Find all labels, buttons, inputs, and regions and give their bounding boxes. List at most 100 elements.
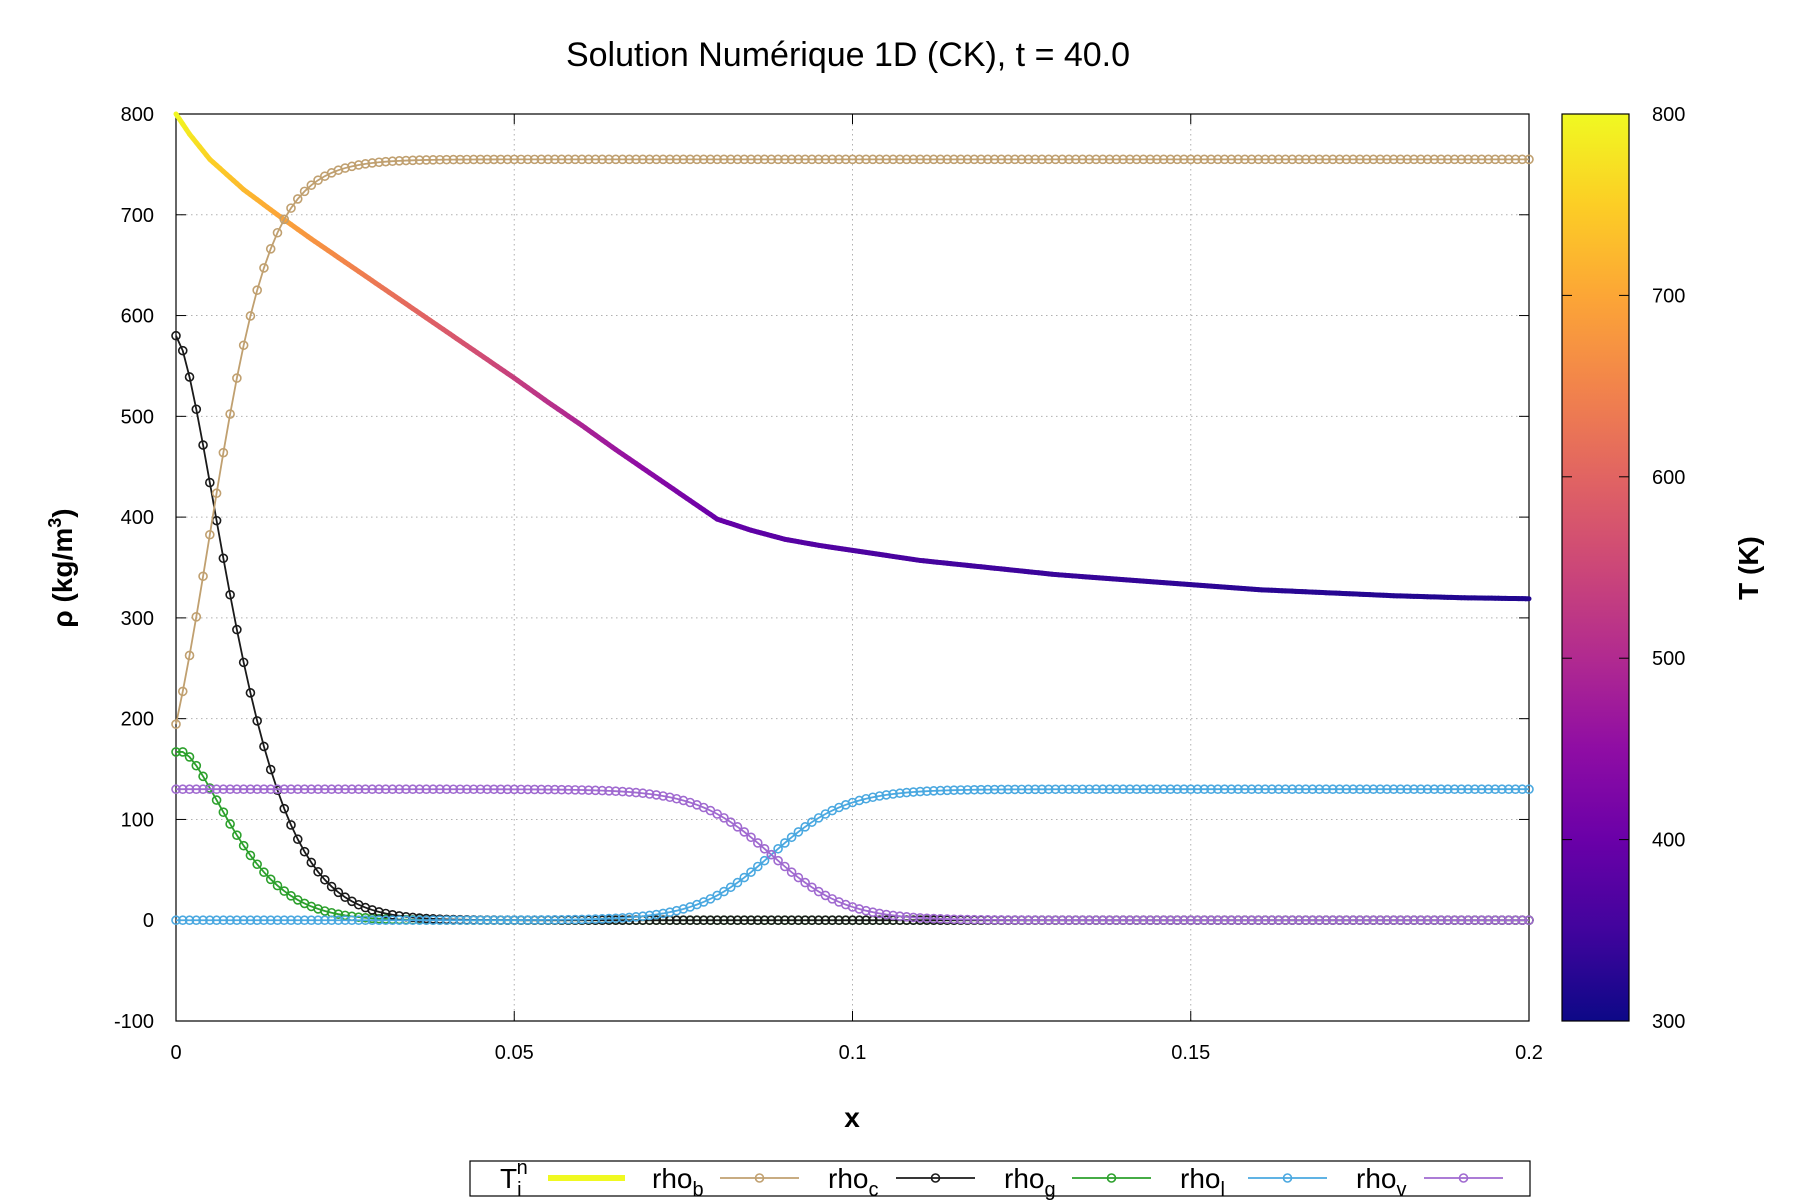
data-point [1111,784,1122,795]
data-point [306,784,317,795]
data-point [651,790,662,800]
data-point [1098,915,1108,926]
data-point [732,877,743,888]
data-point [1470,154,1480,165]
data-point [475,915,486,925]
data-point [292,784,303,795]
data-point [725,817,736,827]
data-point [1179,915,1189,926]
data-point [1064,154,1074,165]
data-point [1125,784,1135,795]
data-point [631,912,641,922]
data-point [1084,154,1095,165]
data-point [1010,784,1020,795]
data-point [854,904,865,914]
data-point [1341,915,1352,926]
data-point [252,784,262,795]
data-point [1395,784,1406,795]
data-point [177,747,188,757]
data-point [225,409,235,419]
legend-swatch-marker [1458,1173,1469,1183]
x-axis: 0 0.05 0.1 0.15 0.2 [170,114,1543,1064]
data-point [1503,784,1514,795]
data-point [1037,784,1047,795]
data-point [1125,154,1135,165]
data-point [631,787,641,798]
data-point [495,915,506,925]
data-point [1016,784,1027,795]
legend-series-sub: c [868,1179,878,1200]
data-point [414,784,425,795]
data-point [989,154,1000,165]
data-point [665,792,675,803]
data-point [867,154,878,165]
data-point [746,154,756,165]
data-point [671,793,682,804]
data-point [272,784,283,795]
data-point [286,203,296,213]
data-point [191,404,202,415]
data-point [218,807,229,818]
data-point [908,154,919,165]
data-point [475,784,486,795]
data-point [1273,784,1284,795]
data-point [401,784,411,795]
data-point [563,914,574,925]
data-point [1260,784,1270,795]
data-point [177,784,188,795]
data-point [529,154,540,165]
data-point [1043,915,1054,925]
data-point [719,915,729,926]
data-point [1503,915,1514,926]
x-tick-label: 0.2 [1515,1042,1543,1064]
data-point [901,787,912,798]
data-point [617,154,628,165]
data-point [198,771,208,782]
data-point [1361,784,1372,795]
data-point [1449,915,1460,926]
data-point [1172,154,1183,165]
x-tick-label: 0.05 [495,1042,534,1064]
data-point [1138,154,1149,165]
data-point [313,784,323,795]
data-point [583,154,594,165]
data-point [583,785,594,795]
grid [176,114,1529,1021]
data-point [489,784,499,795]
data-point [509,154,520,165]
data-point [238,340,249,351]
data-point [292,834,303,845]
data-point [955,785,966,795]
legend-label-rho-g: rhog [1004,1163,1056,1200]
data-point [658,791,668,801]
data-point [928,913,939,924]
data-point [306,857,317,868]
data-point [1023,154,1034,165]
data-point [874,791,885,801]
data-point [360,159,371,169]
data-point [1131,915,1142,926]
data-point [712,915,723,926]
data-point [1064,915,1074,925]
data-point [1226,915,1237,926]
data-point [1355,915,1365,926]
data-point [644,789,655,799]
data-point [922,786,932,796]
data-point [807,154,817,165]
data-point [1233,154,1243,165]
data-point [171,719,181,730]
data-point [1388,784,1399,795]
data-point [590,785,601,796]
data-point [462,784,472,795]
data-point [394,156,405,166]
data-point [719,886,729,897]
curves [171,111,1534,926]
data-point [651,154,662,165]
colorbar-tick-label: 400 [1652,830,1685,852]
data-point [1287,784,1298,795]
data-point [543,154,553,165]
data-point [1436,915,1446,926]
data-point [516,915,526,925]
data-point [1199,915,1210,926]
data-point [556,154,567,165]
